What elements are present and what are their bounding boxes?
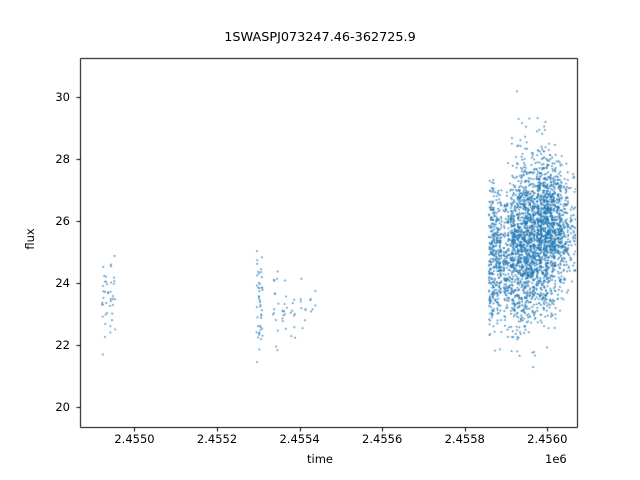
x-tick-label: 2.4556: [362, 432, 403, 446]
y-tick-label: 22: [55, 337, 70, 352]
x-tick-label: 2.4552: [196, 432, 238, 446]
x-tick-label: 2.4554: [279, 432, 320, 446]
x-tick-label: 2.4558: [444, 432, 485, 446]
y-tick-label: 26: [55, 213, 70, 228]
x-axis-offset-text: 1e6: [545, 452, 567, 466]
x-tick-label: 2.4550: [114, 432, 155, 446]
chart-title: 1SWASPJ073247.46-362725.9: [224, 30, 416, 45]
y-axis-label: flux: [23, 228, 37, 250]
y-tick-label: 28: [55, 151, 70, 166]
y-tick-label: 20: [55, 399, 70, 414]
x-tick-label: 2.4560: [527, 432, 568, 446]
y-tick-label: 24: [55, 275, 70, 290]
x-axis-label: time: [307, 452, 333, 466]
y-tick-label: 30: [55, 89, 70, 104]
